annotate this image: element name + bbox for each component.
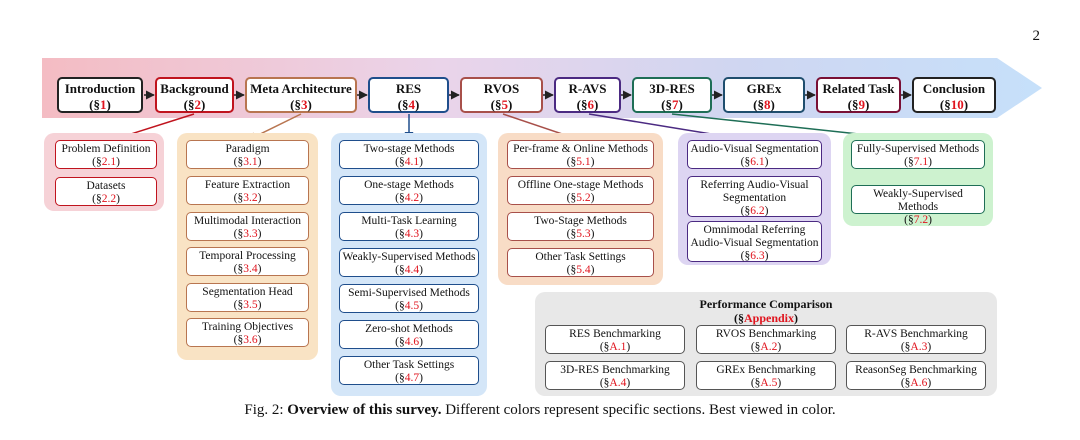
section-ref: (§9): [847, 97, 870, 112]
section-ref: (§4): [397, 97, 420, 112]
section-rvos: RVOS (§5): [460, 77, 543, 113]
subsection-box: Fully-Supervised Methods (§7.1): [851, 140, 985, 169]
subsection-box: Datasets (§2.2): [55, 177, 157, 206]
section-related-task: Related Task (§9): [816, 77, 901, 113]
subsection-box: Temporal Processing (§3.4): [186, 247, 309, 276]
section-background: Background (§2): [155, 77, 234, 113]
benchmark-box: RES Benchmarking (§A.1): [545, 325, 685, 354]
subsection-box: One-stage Methods (§4.2): [339, 176, 479, 205]
subsection-box: Weakly-Supervised Methods (§4.4): [339, 248, 479, 277]
section-ref: (§7): [661, 97, 683, 112]
section-introduction: Introduction (§1): [57, 77, 143, 113]
subsection-box: Zero-shot Methods (§4.6): [339, 320, 479, 349]
section-title: RES: [395, 81, 422, 96]
section-ref: (§1): [89, 97, 111, 112]
section-ref: (§8): [753, 97, 775, 112]
subsection-box: Other Task Settings (§5.4): [507, 248, 654, 277]
page-number: 2: [1032, 28, 1041, 44]
subsection-box: Paradigm (§3.1): [186, 140, 309, 169]
subsection-box: Per-frame & Online Methods (§5.1): [507, 140, 654, 169]
subsection-box: Offline One-stage Methods (§5.2): [507, 176, 654, 205]
section-title: Meta Architecture: [250, 81, 352, 96]
caption-bold: Overview of this survey.: [287, 402, 442, 418]
section-meta-architecture: Meta Architecture (§3): [245, 77, 357, 113]
section-ref: (§2): [183, 97, 206, 112]
section-title: RVOS: [483, 81, 520, 96]
section-ref: (§3): [290, 97, 312, 112]
section-r-avs: R-AVS (§6): [554, 77, 621, 113]
subsection-box: Omnimodal Referring Audio-Visual Segment…: [687, 221, 822, 262]
section-title: Background: [160, 81, 229, 96]
benchmark-box: R-AVS Benchmarking (§A.3): [846, 325, 986, 354]
subsection-box: Semi-Supervised Methods (§4.5): [339, 284, 479, 313]
section-title: Introduction: [64, 81, 136, 96]
section-title: Conclusion: [922, 81, 986, 96]
subsection-box: Segmentation Head (§3.5): [186, 283, 309, 312]
section-ref: (§6): [576, 97, 599, 112]
section-title: 3D-RES: [649, 81, 695, 96]
section-ref: (§10): [939, 97, 969, 112]
subsection-box: Multi-Task Learning (§4.3): [339, 212, 479, 241]
benchmark-box: 3D-RES Benchmarking (§A.4): [545, 361, 685, 390]
subsection-box: Feature Extraction (§3.2): [186, 176, 309, 205]
performance-title: Performance Comparison (§Appendix): [699, 297, 833, 325]
section-3d-res: 3D-RES (§7): [632, 77, 712, 113]
subsection-box: Audio-Visual Segmentation (§6.1): [687, 140, 822, 169]
benchmark-box: GREx Benchmarking (§A.5): [696, 361, 836, 390]
subsection-box: Training Objectives (§3.6): [186, 318, 309, 347]
subsection-box: Referring Audio-Visual Segmentation (§6.2…: [687, 176, 822, 217]
figure-caption: Fig. 2: Overview of this survey. Differe…: [0, 402, 1080, 419]
subsection-box: Problem Definition (§2.1): [55, 140, 157, 169]
section-title: R-AVS: [568, 81, 607, 96]
subsection-box: Multimodal Interaction (§3.3): [186, 212, 309, 241]
subsection-box: Weakly-Supervised Methods (§7.2): [851, 185, 985, 226]
section-ref: (§5): [490, 97, 513, 112]
section-res: RES (§4): [368, 77, 449, 113]
section-conclusion: Conclusion (§10): [912, 77, 996, 113]
caption-text: Different colors represent specific sect…: [445, 402, 836, 418]
section-title: GREx: [746, 81, 782, 96]
benchmark-box: RVOS Benchmarking (§A.2): [696, 325, 836, 354]
subsection-box: Other Task Settings (§4.7): [339, 356, 479, 385]
section-title: Related Task: [822, 81, 895, 96]
benchmark-box: ReasonSeg Benchmarking (§A.6): [846, 361, 986, 390]
subsection-box: Two-stage Methods (§4.1): [339, 140, 479, 169]
subsection-box: Two-Stage Methods (§5.3): [507, 212, 654, 241]
caption-label: Fig. 2:: [244, 402, 284, 418]
section-grex: GREx (§8): [723, 77, 805, 113]
